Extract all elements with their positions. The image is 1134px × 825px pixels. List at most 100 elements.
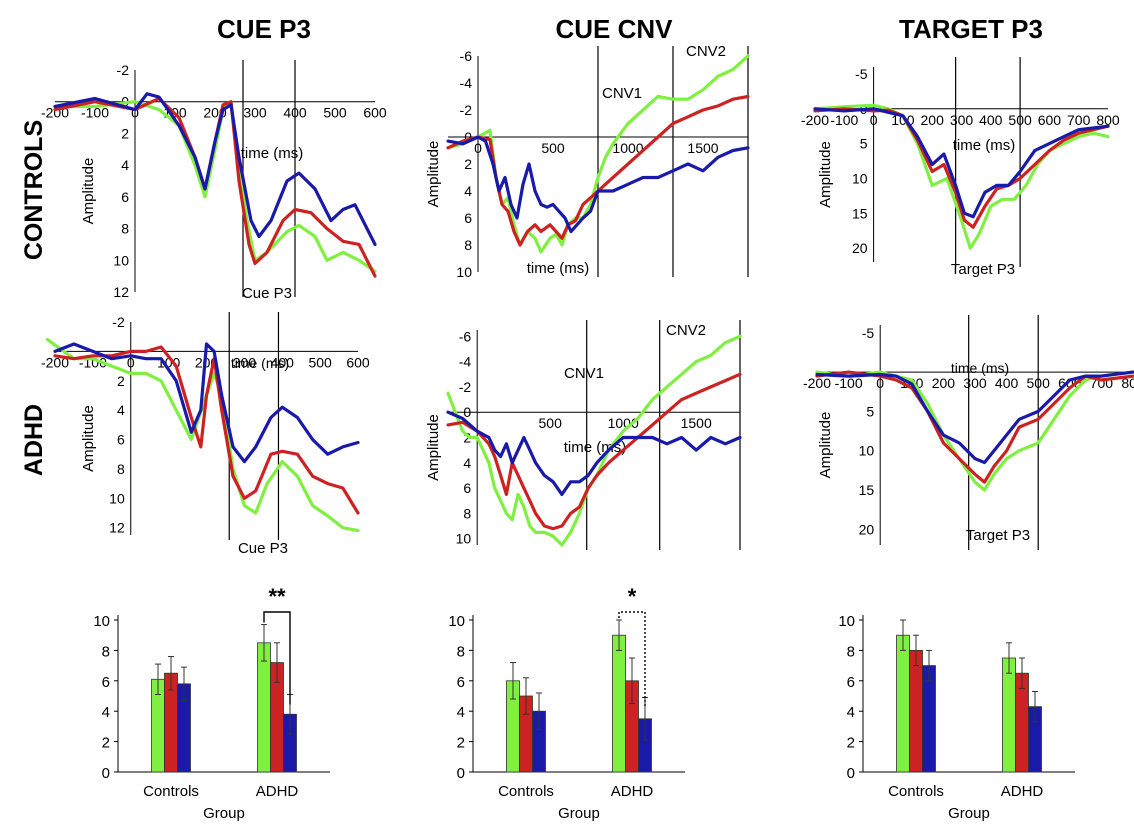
y-tick-label: -2	[112, 314, 125, 330]
x-tick-label: 0	[131, 105, 139, 121]
x-tick-label: 300	[243, 105, 267, 121]
y-tick-label: 8	[102, 643, 110, 660]
y-axis-label: Amplitude	[425, 414, 442, 481]
x-tick-label: 0	[870, 112, 878, 128]
y-tick-label: 6	[121, 189, 129, 205]
y-axis-label: Amplitude	[817, 141, 834, 208]
y-tick-label: 8	[117, 461, 125, 477]
y-tick-label: 6	[464, 210, 472, 226]
y-tick-label: 8	[121, 221, 129, 237]
y-tick-label: 12	[109, 520, 125, 536]
y-tick-label: 4	[102, 704, 110, 721]
annotation-label: Cue P3	[238, 540, 288, 557]
y-tick-label: 10	[838, 613, 855, 630]
x-tick-label: 200	[921, 112, 945, 128]
panel-bar-cue-cnv: 0 2 4 6 8 10 Controls ADHD Group *	[448, 584, 685, 822]
series-line-blue	[446, 410, 742, 496]
y-tick-label: 8	[457, 643, 465, 660]
x-axis-label: time (ms)	[231, 355, 289, 371]
x-axis-label: Group	[948, 805, 990, 822]
series-line-blue	[53, 92, 377, 246]
x-tick-label: 600	[346, 354, 370, 370]
y-tick-label: 2	[464, 156, 472, 172]
row-label-adhd: ADHD	[20, 404, 48, 476]
category-label: Controls	[888, 783, 944, 800]
y-tick-label: 5	[860, 136, 868, 152]
significance-bracket	[263, 611, 291, 705]
x-tick-label: 300	[233, 354, 257, 370]
series-line-blue	[813, 107, 1110, 219]
x-tick-label: 0	[876, 375, 884, 391]
y-tick-label: 0	[847, 765, 855, 782]
series-line-blue	[815, 370, 1134, 465]
significance-label: **	[268, 584, 286, 609]
category-label: ADHD	[1001, 783, 1044, 800]
x-axis-label: Group	[203, 805, 245, 822]
y-tick-label: 4	[457, 704, 465, 721]
series-line-green	[53, 100, 377, 273]
x-tick-label: 1000	[608, 415, 639, 431]
y-tick-label: -2	[460, 102, 473, 118]
y-tick-label: 5	[866, 403, 874, 419]
y-tick-label: -6	[460, 48, 473, 64]
x-tick-label: 500	[308, 354, 332, 370]
panel-adhd-cue-p3: -200 -100 0 100 200 300 400 500 600-224681012Amp…	[41, 312, 370, 557]
y-tick-label: 20	[859, 521, 875, 537]
y-tick-label: 6	[847, 674, 855, 691]
y-tick-label: 10	[113, 252, 129, 268]
y-tick-label: 10	[852, 170, 868, 186]
y-tick-label: -2	[459, 379, 472, 395]
y-tick-label: 2	[117, 373, 125, 389]
y-tick-label: 4	[847, 704, 855, 721]
y-tick-label: 4	[117, 402, 125, 418]
panel-controls-target-p3: -200 -100 0 100 200 300 400 500 600 700 800-505101…	[801, 57, 1120, 278]
bar-blue	[922, 665, 936, 773]
series-line-red	[53, 345, 360, 515]
bar-green	[1002, 657, 1016, 773]
y-tick-label: 6	[102, 674, 110, 691]
y-tick-label: -5	[855, 66, 868, 82]
x-axis-label: Group	[558, 805, 600, 822]
series-line-green	[446, 334, 742, 547]
series-line-red	[53, 96, 377, 278]
annotation-label: CNV1	[602, 85, 642, 102]
y-tick-label: -2	[117, 62, 130, 78]
x-tick-label: 500	[539, 415, 563, 431]
x-tick-label: -200	[801, 112, 829, 128]
x-axis-label: time (ms)	[564, 439, 627, 456]
annotation-label: Target P3	[951, 261, 1015, 278]
x-tick-label: 800	[1121, 375, 1134, 391]
panel-adhd-cue-cnv: 500 1000 1500 -6 -4 -2 0 2 4 6 8 10 Amplitude time (m…	[425, 320, 742, 550]
y-tick-label: 10	[456, 531, 472, 547]
series-line-red	[815, 370, 1134, 484]
x-tick-label: 500	[323, 105, 347, 121]
significance-label: *	[628, 584, 637, 609]
y-tick-label: -5	[862, 325, 875, 341]
x-tick-label: 1500	[687, 140, 718, 156]
x-tick-label: 300	[950, 112, 974, 128]
panel-controls-cue-p3: -200 -100 0 100 200 300 400 500 600-2024681012Am…	[41, 60, 387, 302]
x-tick-label: 700	[1067, 112, 1091, 128]
x-tick-label: -100	[835, 375, 863, 391]
panel-adhd-target-p3: -200-1000100200300400500600700800-551015…	[803, 315, 1134, 550]
category-label: Controls	[143, 783, 199, 800]
y-axis-label: Amplitude	[425, 141, 442, 208]
series-line-red	[446, 94, 750, 247]
series-line-red	[813, 107, 1110, 229]
y-tick-label: 0	[464, 129, 472, 145]
x-axis-label: time (ms)	[953, 137, 1016, 154]
x-tick-label: 400	[283, 105, 307, 121]
y-tick-label: 2	[457, 735, 465, 752]
column-title-target-p3: TARGET P3	[899, 14, 1043, 44]
row-label-controls: CONTROLS	[20, 120, 48, 260]
column-title-cue-cnv: CUE CNV	[555, 14, 673, 44]
bar-green	[896, 634, 910, 773]
x-tick-label: 1500	[681, 415, 712, 431]
series-line-blue	[446, 135, 750, 234]
y-tick-label: -4	[460, 75, 473, 91]
x-tick-label: 300	[963, 375, 987, 391]
y-tick-label: 8	[464, 237, 472, 253]
y-tick-label: 12	[113, 284, 129, 300]
y-tick-label: 20	[852, 240, 868, 256]
